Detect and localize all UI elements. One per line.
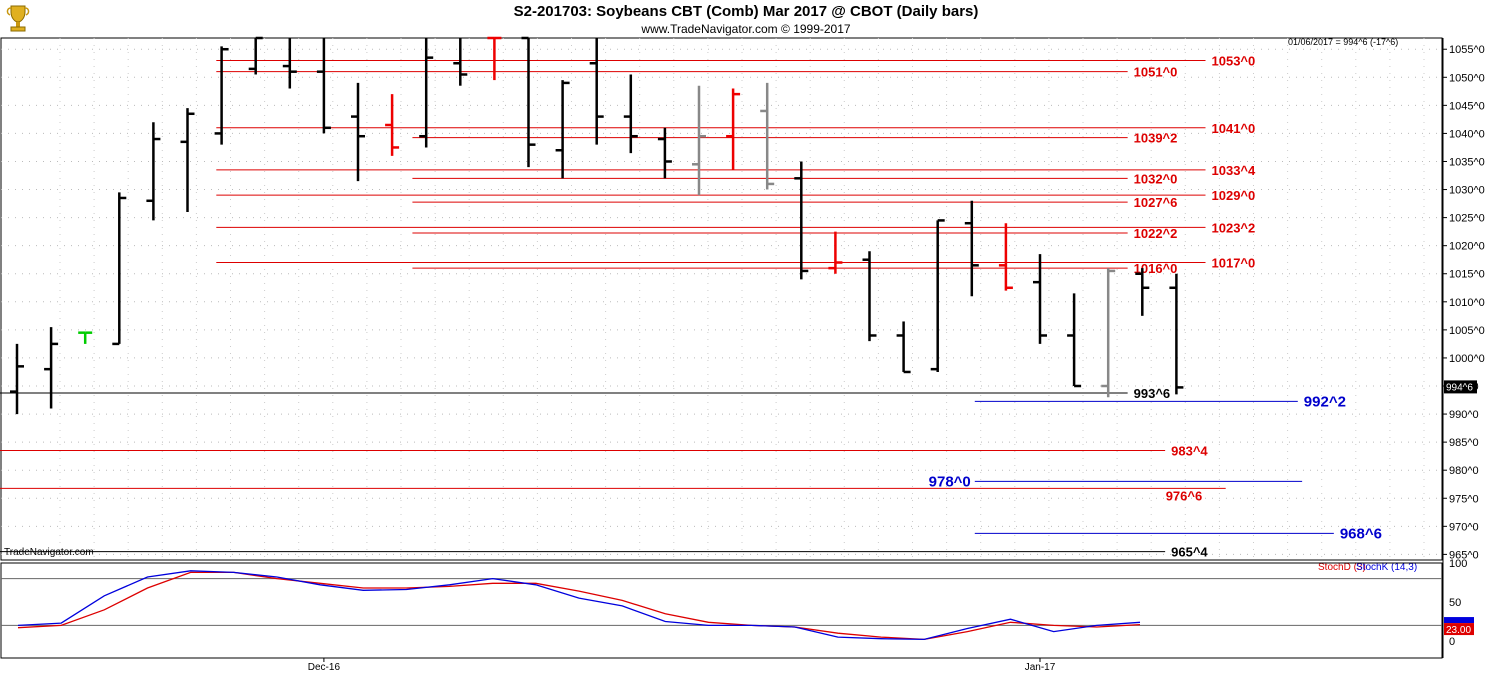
level-label: 1051^0 xyxy=(1134,65,1178,80)
stochd-label: StochD (3) xyxy=(1318,562,1366,573)
level-label: 983^4 xyxy=(1171,444,1208,459)
stochd-value-box xyxy=(1444,623,1474,636)
chart-title: S2-201703: Soybeans CBT (Comb) Mar 2017 … xyxy=(513,3,979,20)
price-tick-label: 1055^0 xyxy=(1449,44,1485,56)
trophy-icon xyxy=(6,5,30,32)
level-label: 978^0 xyxy=(929,473,971,490)
stoch-tick-label: 100 xyxy=(1449,558,1467,570)
watermark: TradeNavigator.com xyxy=(4,547,94,558)
stoch-value-label: 23.00 xyxy=(1446,625,1471,636)
stochk-line xyxy=(17,570,1141,641)
stoch-pane-frame xyxy=(0,562,1443,659)
price-tick-label: 970^0 xyxy=(1449,521,1479,533)
price-tick-label: 980^0 xyxy=(1449,465,1479,477)
level-label: 1032^0 xyxy=(1134,171,1178,186)
stoch-tick-label: 50 xyxy=(1449,597,1461,609)
chart-subtitle: www.TradeNavigator.com © 1999-2017 xyxy=(641,22,851,36)
level-label: 1029^0 xyxy=(1212,188,1256,203)
level-label: 1023^2 xyxy=(1212,220,1256,235)
level-label: 1033^4 xyxy=(1212,163,1257,178)
level-label: 1039^2 xyxy=(1134,131,1178,146)
price-tick-label: 1010^0 xyxy=(1449,297,1485,309)
price-tick-label: 965^0 xyxy=(1449,549,1479,561)
price-tick-label: 975^0 xyxy=(1449,493,1479,505)
price-tick-label: 1025^0 xyxy=(1449,213,1485,225)
price-tick-label: 1020^0 xyxy=(1449,241,1485,253)
current-price-box xyxy=(1444,380,1477,394)
price-tick-label: 985^0 xyxy=(1449,437,1479,449)
stoch-tick-label: 0 xyxy=(1449,636,1455,648)
price-tick-label: 1040^0 xyxy=(1449,128,1485,140)
level-label: 1022^2 xyxy=(1134,226,1178,241)
level-label: 1041^0 xyxy=(1212,121,1256,136)
level-label: 965^4 xyxy=(1171,545,1208,560)
level-label: 1053^0 xyxy=(1212,53,1256,68)
level-label: 1027^6 xyxy=(1134,195,1178,210)
date-label: Jan-17 xyxy=(1025,662,1056,673)
level-label: 1017^0 xyxy=(1212,256,1256,271)
level-label: 976^6 xyxy=(1166,488,1203,503)
price-tick-label: 1035^0 xyxy=(1449,156,1485,168)
stochk-label: StochK (14,3) xyxy=(1356,562,1418,573)
date-label: Dec-16 xyxy=(308,662,341,673)
price-readout: 01/06/2017 = 994^6 (-17^6) xyxy=(1288,37,1399,47)
stochd-line xyxy=(17,571,1141,641)
level-label: 968^6 xyxy=(1340,525,1382,542)
price-tick-label: 1000^0 xyxy=(1449,353,1485,365)
level-label: 1016^0 xyxy=(1134,261,1178,276)
price-tick-label: 1030^0 xyxy=(1449,185,1485,197)
price-tick-label: 1005^0 xyxy=(1449,325,1485,337)
current-price-label: 994^6 xyxy=(1446,382,1473,393)
price-tick-label: 990^0 xyxy=(1449,409,1479,421)
price-tick-label: 1045^0 xyxy=(1449,100,1485,112)
price-tick-label: 1015^0 xyxy=(1449,269,1485,281)
level-label: 992^2 xyxy=(1304,393,1346,410)
stochk-value-marker xyxy=(1444,617,1474,624)
price-pane-frame xyxy=(0,37,1443,561)
price-tick-label: 1050^0 xyxy=(1449,72,1485,84)
level-label: 993^6 xyxy=(1134,386,1171,401)
